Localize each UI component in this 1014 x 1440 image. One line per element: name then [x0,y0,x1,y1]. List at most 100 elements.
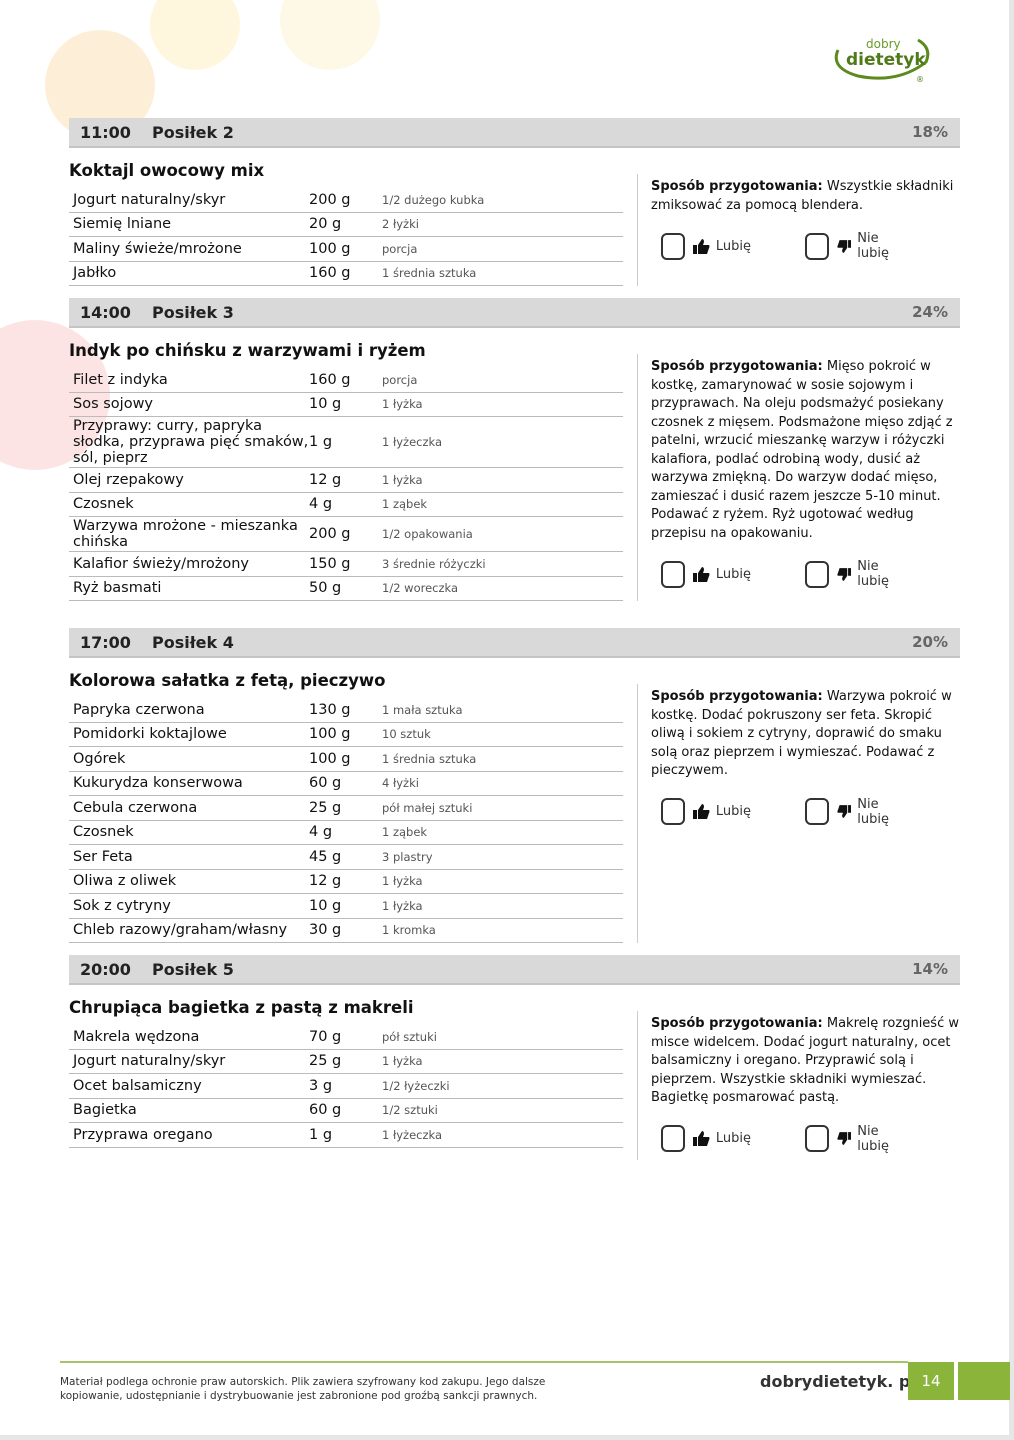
ingredient-name: Makrela wędzona [73,1028,200,1045]
ingredient-amount: 10 g [309,897,342,914]
preparation-text: Sposób przygotowania: Mięso pokroić w ko… [651,358,960,543]
ingredient-measure: pół sztuki [382,1029,437,1044]
ingredient-amount: 10 g [309,396,342,413]
copyright-note: Materiał podlega ochronie praw autorskic… [60,1375,545,1403]
meal-title: Koktajl owocowy mix [69,161,265,180]
preparation-instructions: Wszystkie składniki zmiksować za pomocą … [651,179,954,213]
ingredient-amount: 60 g [309,775,342,792]
ingredient-measure: 1/2 sztuki [382,1103,438,1118]
preparation-panel: Sposób przygotowania: Wszystkie składnik… [637,174,960,286]
table-row: Kukurydza konserwowa 60 g 4 łyżki [69,772,623,796]
table-row: Jogurt naturalny/skyr 25 g 1 łyżka [69,1050,623,1074]
meal-time: 20:00 [80,959,131,979]
ingredient-name: Kalafior świeży/mrożony [73,555,249,572]
ingredient-measure: 1 ząbek [382,825,428,840]
ingredient-amount: 3 g [309,1077,333,1094]
ingredient-amount: 70 g [309,1028,342,1045]
like-checkbox[interactable] [661,1125,685,1152]
meal-section: 11:00 Posiłek 2 18% Koktajl owocowy mix Jo… [69,118,960,286]
table-row: Sos sojowy 10 g 1 łyżka [69,393,623,417]
preparation-label: Sposób przygotowania: [651,359,823,374]
ingredient-name: Jogurt naturalny/skyr [73,1053,226,1070]
meal-title: Kolorowa sałatka z fetą, pieczywo [69,671,386,690]
ingredient-measure: porcja [382,241,418,256]
table-row: Jogurt naturalny/skyr 200 g 1/2 dużego kub… [69,188,623,213]
page-edge [1009,0,1014,1440]
dislike-text: Nie lubię [857,559,890,589]
table-row: Olej rzepakowy 12 g 1 łyżka [69,468,623,493]
table-row: Ryż basmati 50 g 1/2 woreczka [69,577,623,601]
ingredient-measure: 1 kromka [382,923,436,938]
ingredient-amount: 200 g [309,191,351,208]
ingredient-name: Oliwa z oliwek [73,873,177,890]
ingredient-measure: 1 łyżka [382,874,423,889]
ingredient-name: Ogórek [73,750,126,767]
meal-header: 20:00 Posiłek 5 14% [69,955,960,985]
table-row: Filet z indyka 160 g porcja [69,368,623,393]
table-row: Siemię lniane 20 g 2 łyżki [69,213,623,237]
dislike-label: Nie lubię [837,559,906,589]
table-row: Przyprawa oregano 1 g 1 łyżeczka [69,1123,623,1148]
like-checkbox[interactable] [661,798,685,825]
meal-time: 17:00 [80,632,131,652]
ingredient-measure: 1 łyżeczka [382,435,443,449]
preparation-panel: Sposób przygotowania: Mięso pokroić w ko… [637,354,960,601]
table-row: Oliwa z oliwek 12 g 1 łyżka [69,870,623,894]
thumbs-down-icon [837,567,852,581]
meal-name: Posiłek 4 [152,632,234,652]
dislike-text: Nie lubię [857,796,890,827]
thumbs-up-icon [692,804,710,819]
ingredient-name: Olej rzepakowy [73,471,184,488]
preparation-panel: Sposób przygotowania: Makrelę rozgnieść … [637,1011,960,1160]
ingredient-amount: 100 g [309,726,351,743]
ingredient-amount: 130 g [309,701,351,718]
dislike-checkbox[interactable] [804,232,829,260]
like-label: Lubię [692,566,751,582]
dislike-checkbox[interactable] [804,560,829,588]
table-row: Papryka czerwona 130 g 1 mała sztuka [69,698,623,723]
like-text: Lubię [715,1131,751,1146]
dislike-checkbox[interactable] [804,798,829,825]
ingredient-name: Czosnek [73,824,134,841]
ingredient-name: Siemię lniane [73,216,172,233]
meal-header: 11:00 Posiłek 2 18% [69,118,960,148]
ingredient-amount: 4 g [309,496,333,513]
meal-section: 17:00 Posiłek 4 20% Kolorowa sałatka z fet… [69,628,960,943]
ingredient-name: Pomidorki koktajlowe [73,726,227,743]
ingredient-amount: 50 g [309,580,342,597]
dislike-label: Nie lubię [837,797,906,827]
table-row: Ogórek 100 g 1 średnia sztuka [69,747,623,772]
page-edge-bottom [0,1435,1014,1440]
like-checkbox[interactable] [661,232,685,260]
ingredient-amount: 25 g [309,1053,342,1070]
meal-percentage: 14% [912,960,948,978]
table-row: Sok z cytryny 10 g 1 łyżka [69,894,623,919]
ingredients-table: Papryka czerwona 130 g 1 mała sztuka Pomido… [69,698,623,943]
ingredient-name: Ryż basmati [73,580,162,597]
ingredient-measure: 10 sztuk [382,727,431,742]
table-row: Ocet balsamiczny 3 g 1/2 łyżeczki [69,1074,623,1099]
thumbs-up-icon [692,238,710,254]
table-row: Ser Feta 45 g 3 plastry [69,845,623,870]
ingredient-name: Cebula czerwona [73,799,198,816]
ingredient-name: Sok z cytryny [73,897,171,914]
ingredient-name: Filet z indyka [73,371,168,388]
meal-percentage: 20% [912,633,948,651]
svg-text:®: ® [916,75,924,84]
dislike-text: Nie lubię [857,1123,890,1154]
dislike-label: Nie lubię [837,231,906,261]
dislike-checkbox[interactable] [804,1125,829,1152]
like-checkbox[interactable] [661,560,685,588]
table-row: Cebula czerwona 25 g pół małej sztuki [69,796,623,821]
ingredient-measure: 2 łyżki [382,217,419,232]
thumbs-down-icon [837,1132,852,1145]
ingredient-amount: 60 g [309,1102,342,1119]
ingredient-measure: 4 łyżki [382,776,419,791]
ingredient-amount: 30 g [309,922,342,939]
like-label: Lubię [692,804,751,819]
preparation-text: Sposób przygotowania: Wszystkie składnik… [651,178,960,215]
table-row: Bagietka 60 g 1/2 sztuki [69,1099,623,1123]
svg-text:dietetyk: dietetyk [846,50,926,70]
ingredient-amount: 100 g [309,240,351,257]
ingredient-name: Chleb razowy/graham/własny [73,922,288,939]
